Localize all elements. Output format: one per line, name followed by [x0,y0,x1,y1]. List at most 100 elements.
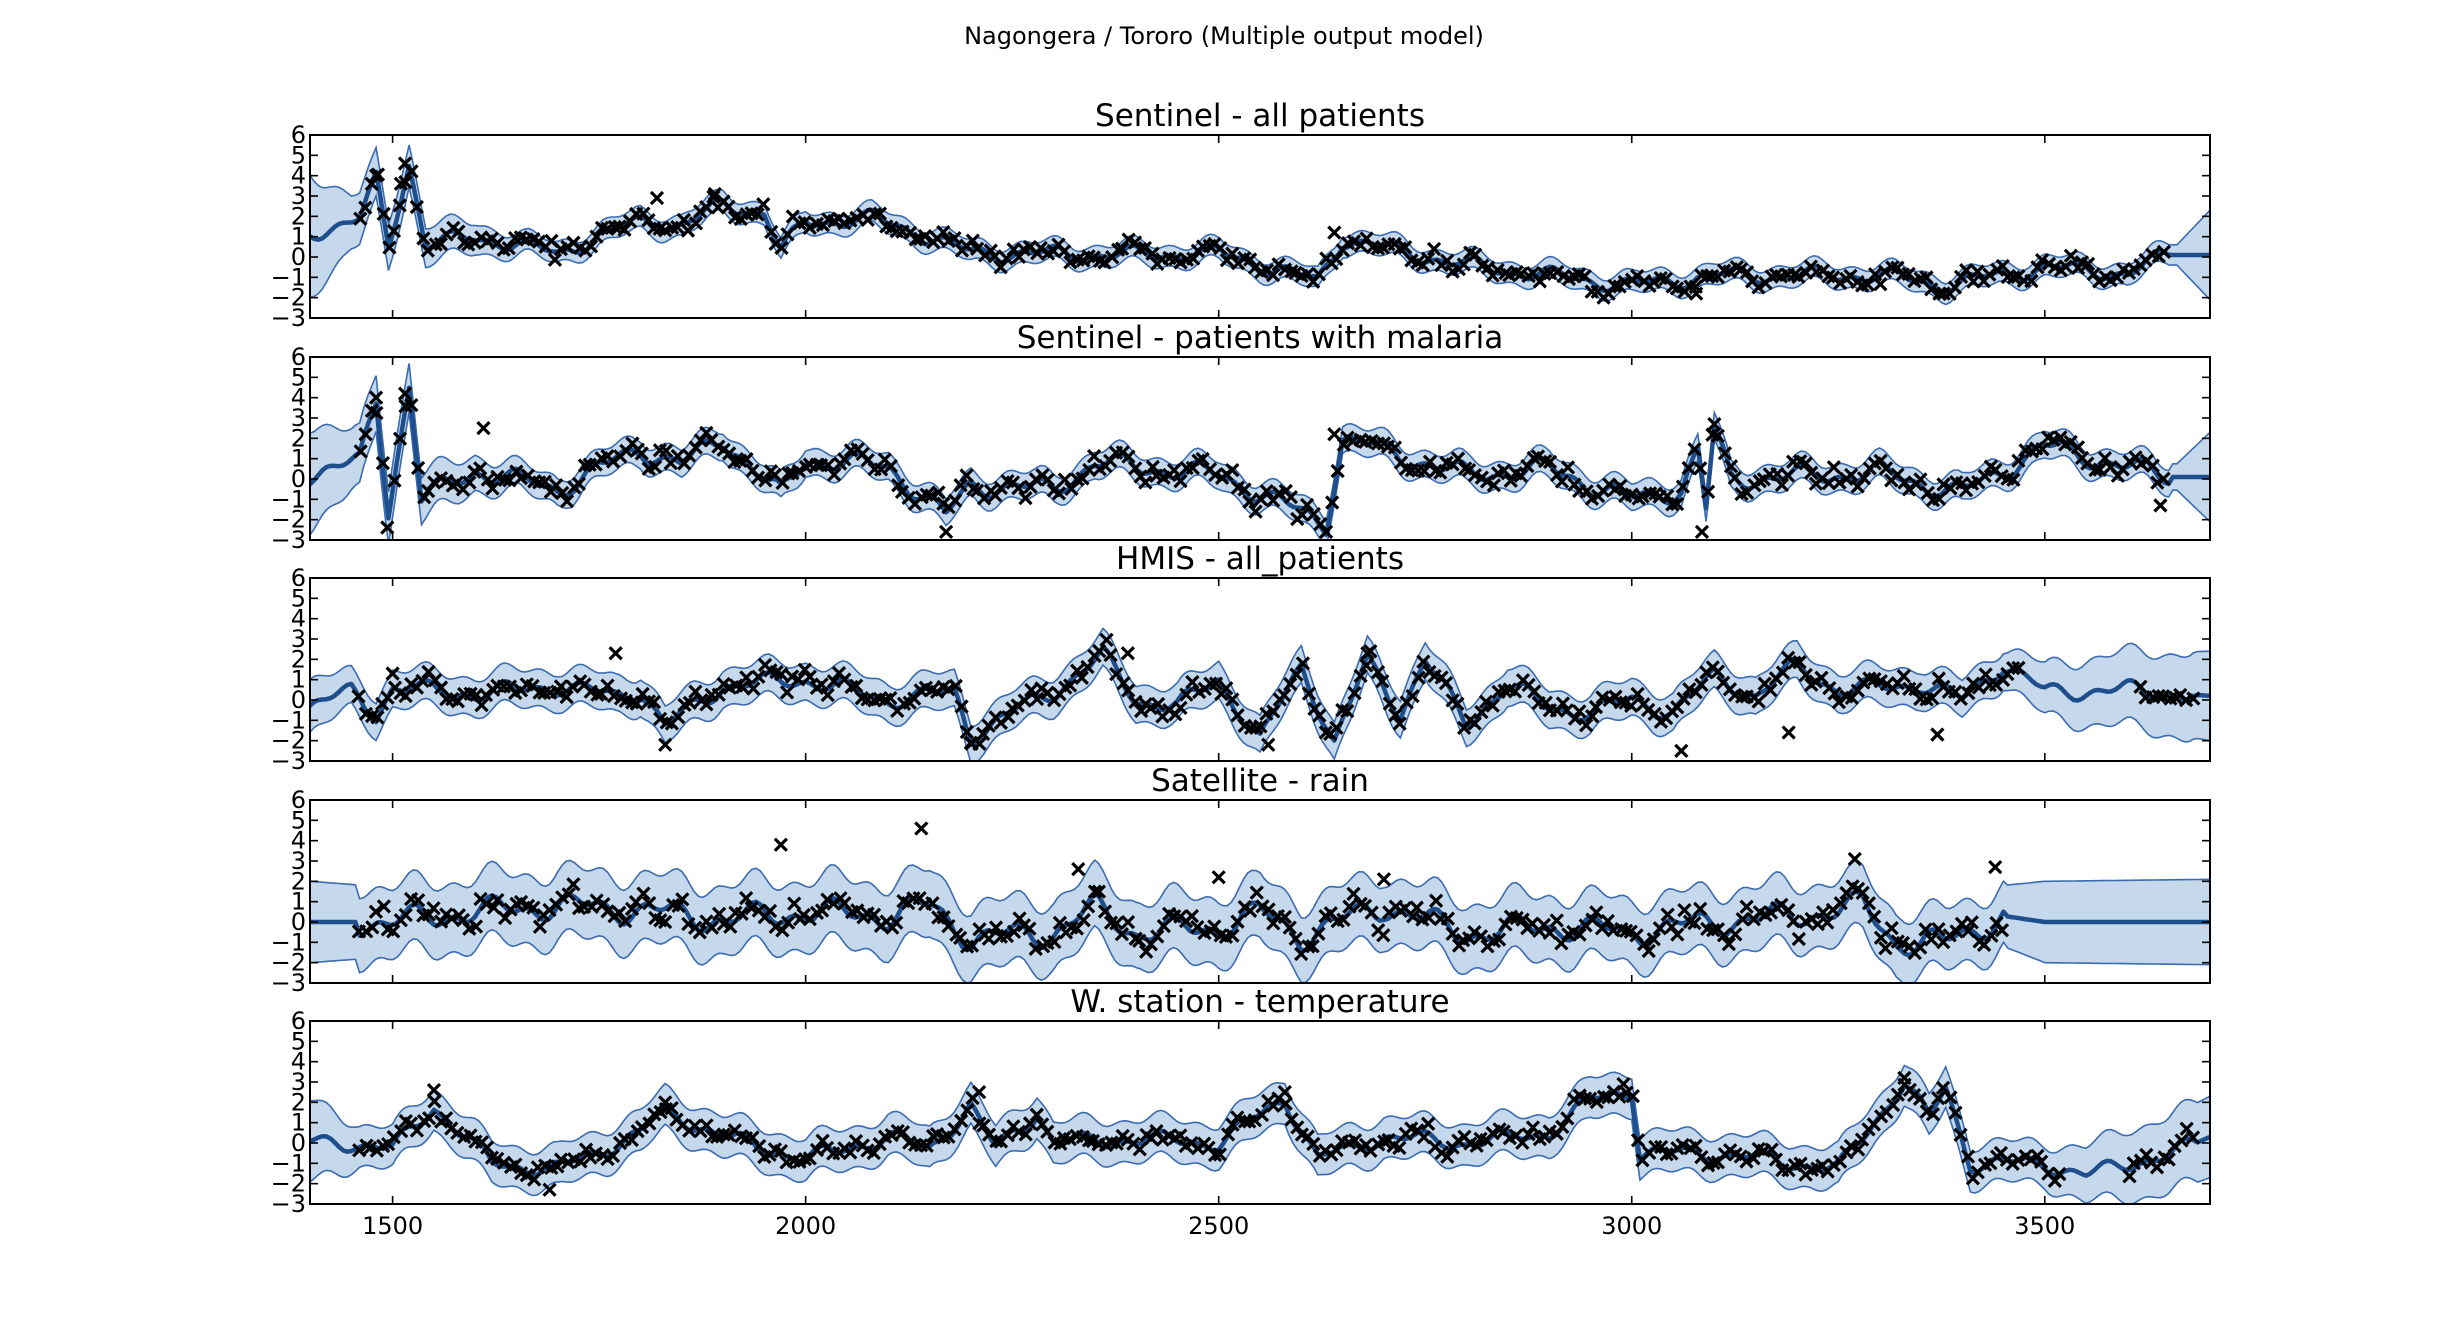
observation-marker [1588,699,1604,715]
y-tick-label: −1 [271,928,306,956]
observation-marker [608,646,623,661]
observation-marker [1878,461,1894,476]
observation-marker [1502,268,1517,283]
observation-marker [820,457,836,473]
observation-marker [1600,913,1615,929]
x-tick-label: 2500 [1188,1212,1249,1240]
observation-marker [1949,924,1964,939]
y-tick-label: 0 [291,243,306,271]
observation-marker [1028,472,1044,487]
observation-marker [1826,460,1841,475]
observation-marker [2179,1121,2194,1136]
observation-marker [1242,903,1258,919]
observation-marker [1988,677,2004,692]
observation-marker [1791,269,1806,284]
observation-marker [1353,668,1368,684]
observation-marker [368,904,384,919]
observation-marker [1467,925,1482,940]
observation-marker [369,405,384,421]
observation-marker [938,524,954,539]
observation-marker [780,227,795,242]
observation-marker [1670,927,1685,942]
observation-marker [809,457,825,472]
observation-marker [351,689,366,704]
observation-marker [1995,258,2010,274]
observation-marker [1364,905,1379,920]
observation-marker [1739,265,1755,280]
observation-marker [1490,262,1505,278]
observation-marker [1716,928,1732,943]
observation-marker [392,431,408,446]
observation-marker [358,427,373,442]
observation-marker [1485,698,1500,713]
observation-marker [1555,1119,1570,1135]
observation-marker [624,901,640,916]
observation-marker [1693,901,1708,916]
observation-marker [1930,727,1945,742]
observation-marker [791,463,807,479]
observation-marker [756,197,771,212]
observation-marker [1440,253,1455,268]
observation-marker [1230,1110,1245,1125]
observation-marker [1359,658,1374,673]
observation-marker [1687,915,1702,931]
observation-marker [820,687,835,703]
observation-marker [1479,474,1495,489]
observation-marker [1070,663,1085,678]
observation-marker [474,698,489,713]
observation-marker [1908,682,1923,697]
observation-marker [1087,884,1103,899]
observation-marker [1793,1156,1808,1171]
observation-marker [1166,463,1182,478]
observation-marker [1613,695,1628,710]
observation-marker [2097,450,2113,466]
observation-marker [566,877,581,892]
observation-marker [501,241,516,256]
observation-marker [1295,507,1310,523]
observation-marker [1527,684,1542,699]
observation-marker [1491,932,1507,947]
observation-marker [1111,242,1126,257]
y-tick-label: −3 [271,747,306,775]
observation-marker [758,473,773,488]
y-tick-label: −3 [271,969,306,997]
observation-marker [1478,694,1494,709]
observation-marker [1751,280,1766,295]
y-tick-label: −1 [271,706,306,734]
observation-marker [468,919,484,934]
observation-marker [1012,911,1027,926]
observation-marker [1219,681,1234,696]
y-tick-label: 1 [291,666,306,694]
observation-marker [1392,716,1407,731]
observation-marker [780,915,796,930]
y-tick-label: 1 [291,223,306,251]
observation-marker [1330,463,1345,479]
observation-marker [948,678,963,694]
observation-marker [1276,688,1292,703]
observation-marker [1542,925,1557,941]
observation-marker [1288,931,1303,946]
observation-marker [2034,253,2050,268]
observation-marker [1727,470,1742,486]
observation-marker [2006,660,2021,676]
y-tick-label: 2 [291,424,306,452]
observation-marker [1676,691,1691,706]
observation-marker [1890,1087,1905,1102]
observation-marker [1971,680,1987,695]
observation-marker [1498,917,1513,932]
observation-marker [1625,1088,1640,1104]
observation-marker [1266,704,1281,719]
observation-marker [559,494,575,509]
observation-marker [1225,692,1240,707]
observation-marker [707,186,722,202]
observation-marker [526,900,541,915]
observation-marker [773,837,789,852]
observation-marker [519,1168,534,1183]
observation-marker [1723,459,1739,474]
y-tick-label: 3 [291,404,306,432]
observation-marker [999,928,1015,944]
observation-marker [1970,264,1985,279]
y-tick-label: 2 [291,202,306,230]
observation-marker [931,485,946,500]
observation-marker [1327,427,1342,442]
